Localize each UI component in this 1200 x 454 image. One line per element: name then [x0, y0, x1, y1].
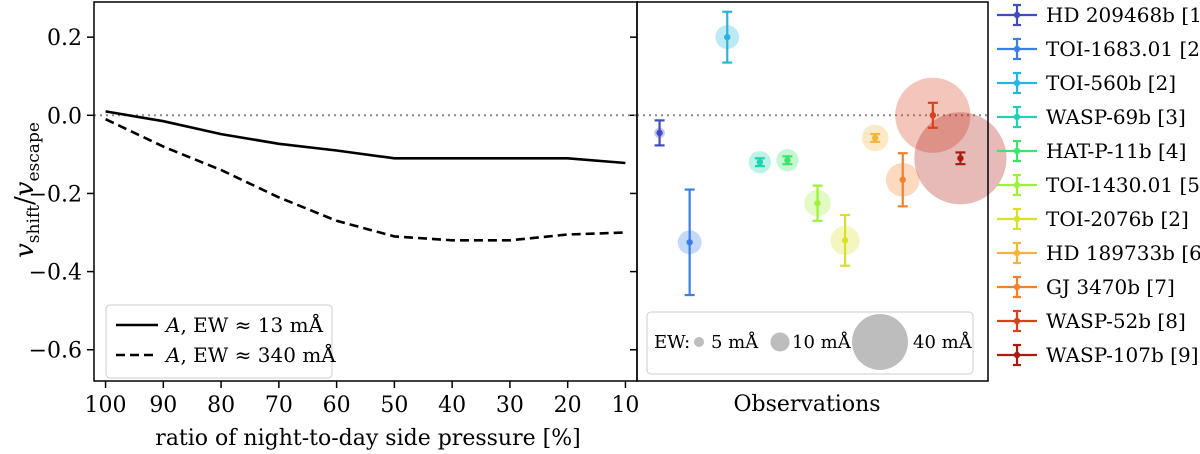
left-x-axis-label: ratio of night-to-day side pressure [%]: [155, 426, 580, 451]
planet-legend: HD 209468b [1] TOI-1683.01 [2] TOI-560b [2…: [997, 3, 1200, 367]
observation-point: [684, 188, 695, 297]
right-x-axis-label: Observations: [733, 392, 880, 417]
series-solid-line: [105, 110, 626, 165]
size-legend-label: 10 mÅ: [792, 331, 852, 353]
left-panel: 0.20.0−0.2−0.4−0.6 100 90 80 70 60 50 40 30 20 10…: [10, 1, 639, 451]
planet-legend-label: TOI-1430.01 [5]: [1046, 173, 1200, 197]
observation-point: [840, 213, 851, 267]
x-tick-label: 50: [380, 393, 408, 418]
planet-legend-item: GJ 3470b [7]: [997, 275, 1175, 299]
left-y-ticks: 0.2 0.0 −0.2 −0.4 −0.6: [29, 26, 637, 364]
size-legend-bubble: [694, 337, 704, 347]
observation-point: [782, 155, 793, 166]
size-legend-bubble: [852, 314, 908, 370]
x-tick-label: 100: [85, 393, 127, 418]
size-legend-title: EW:: [654, 332, 690, 353]
data-point: [724, 33, 731, 41]
observation-points: [654, 10, 966, 297]
size-legend-label: 5 mÅ: [711, 331, 759, 353]
size-legend-bubble: [770, 332, 790, 352]
data-point: [957, 155, 964, 162]
size-legend: EW: 5 mÅ 10 mÅ 40 mÅ: [646, 311, 974, 375]
legend-marker: [1013, 215, 1021, 223]
x-tick-label: 90: [149, 393, 177, 418]
data-point: [899, 176, 906, 183]
planet-legend-label: WASP-107b [9]: [1046, 343, 1199, 367]
right-plot-frame: [636, 1, 989, 382]
planet-legend-item: TOI-1430.01 [5]: [997, 173, 1200, 197]
observation-point: [754, 157, 765, 168]
planet-legend-label: WASP-52b [8]: [1046, 309, 1186, 333]
x-tick-label: 20: [554, 393, 582, 418]
observation-point: [955, 151, 966, 166]
planet-legend-item: TOI-2076b [2]: [997, 207, 1189, 231]
legend-marker: [1013, 113, 1021, 121]
legend-dashed-label: A, EW ≈ 340 mÅ: [164, 342, 336, 367]
planet-legend-item: TOI-560b [2]: [997, 71, 1176, 95]
y-tick-label: −0.2: [29, 182, 82, 207]
observation-point: [870, 132, 881, 143]
data-point: [756, 158, 764, 166]
observation-point: [927, 101, 938, 129]
y-axis-label: vshift/vescape: [10, 122, 44, 258]
x-tick-label: 10: [611, 393, 639, 418]
planet-legend-item: HD 209468b [1]: [997, 3, 1200, 27]
y-tick-label: −0.4: [29, 261, 82, 286]
right-panel: EW: 5 mÅ 10 mÅ 40 mÅ Observations: [636, 1, 1007, 417]
observation-point: [812, 184, 823, 222]
ew-bubbles: [654, 25, 1007, 255]
left-x-ticks: 100 90 80 70 60 50 40 30 20 10: [85, 381, 639, 418]
legend-marker: [1013, 79, 1021, 87]
data-point: [686, 239, 693, 246]
planet-legend-label: WASP-69b [3]: [1046, 105, 1186, 129]
y-tick-label: −0.6: [29, 339, 82, 364]
series-dashed-line: [105, 118, 626, 242]
planet-legend-label: GJ 3470b [7]: [1046, 275, 1175, 299]
legend-marker: [1013, 317, 1021, 325]
legend-marker: [1013, 147, 1021, 155]
planet-legend-label: HD 209468b [1]: [1046, 3, 1200, 27]
left-legend-box: [105, 304, 333, 379]
planet-legend-label: HAT-P-11b [4]: [1046, 139, 1186, 163]
size-legend-label: 40 mÅ: [913, 331, 973, 353]
x-tick-label: 80: [207, 393, 235, 418]
observation-point: [897, 152, 908, 208]
legend-marker: [1013, 45, 1021, 53]
legend-marker: [1013, 351, 1021, 359]
planet-legend-label: TOI-1683.01 [2]: [1046, 37, 1200, 61]
planet-legend-item: HAT-P-11b [4]: [997, 139, 1186, 163]
legend-marker: [1013, 11, 1021, 19]
planet-legend-item: TOI-1683.01 [2]: [997, 37, 1200, 61]
planet-legend-item: WASP-107b [9]: [997, 343, 1199, 367]
observation-point: [722, 10, 733, 64]
data-point: [871, 134, 879, 142]
planet-legend-label: TOI-560b [2]: [1046, 71, 1176, 95]
legend-solid-label: A, EW ≈ 13 mÅ: [164, 312, 324, 337]
data-point: [841, 237, 849, 244]
data-point: [929, 112, 937, 119]
size-legend-items: 5 mÅ 10 mÅ 40 mÅ: [694, 314, 973, 370]
planet-legend-item: WASP-69b [3]: [997, 105, 1186, 129]
x-tick-label: 60: [323, 393, 351, 418]
y-tick-label: 0.2: [47, 26, 82, 51]
y-tick-label: 0.0: [47, 104, 82, 129]
legend-marker: [1013, 181, 1021, 189]
legend-marker: [1013, 283, 1021, 291]
left-legend: A, EW ≈ 13 mÅ A, EW ≈ 340 mÅ: [105, 304, 336, 379]
planet-legend-label: TOI-2076b [2]: [1046, 207, 1189, 231]
data-point: [784, 157, 791, 164]
x-tick-label: 70: [265, 393, 293, 418]
observation-point: [654, 119, 665, 147]
legend-marker: [1013, 249, 1021, 257]
planet-legend-item: WASP-52b [8]: [997, 309, 1186, 333]
x-tick-label: 40: [438, 393, 466, 418]
data-point: [656, 129, 663, 137]
data-point: [814, 200, 821, 207]
x-tick-label: 30: [496, 393, 524, 418]
planet-legend-label: HD 189733b [6]: [1046, 241, 1200, 265]
planet-legend-item: HD 189733b [6]: [997, 241, 1200, 265]
